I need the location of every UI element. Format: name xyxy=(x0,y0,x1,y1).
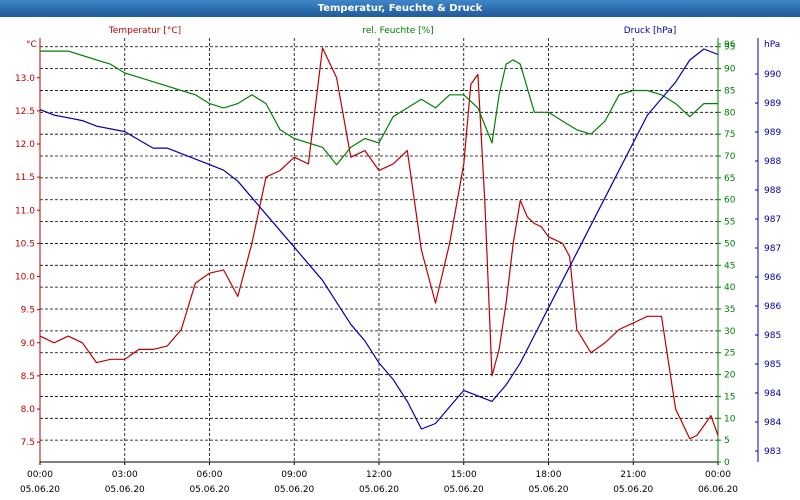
temperature-tick-label: 12.5 xyxy=(15,107,35,117)
humidity-tick-label: 60 xyxy=(724,196,736,206)
temperature-tick-label: 10.0 xyxy=(15,273,35,283)
humidity-tick-label: 70 xyxy=(724,152,736,162)
pressure-tick-label: 985 xyxy=(764,331,781,341)
pressure-unit: hPa xyxy=(764,40,780,50)
humidity-tick-label: 96 xyxy=(724,40,736,50)
humidity-axis-title: rel. Feuchte [%] xyxy=(362,26,433,36)
pressure-tick-label: 988 xyxy=(764,186,781,196)
x-tick-label: 00:00 xyxy=(27,470,53,480)
temperature-tick-label: 13.0 xyxy=(15,74,35,84)
pressure-series-line xyxy=(39,48,719,430)
pressure-tick-label: 989 xyxy=(764,99,781,109)
x-tick-label: 03:00 xyxy=(112,470,138,480)
temperature-tick-label: 11.0 xyxy=(15,206,35,216)
x-tick-label: 15:00 xyxy=(451,470,477,480)
x-tick-label: 21:00 xyxy=(620,470,646,480)
humidity-tick-label: 45 xyxy=(724,261,735,271)
x-date-label: 05.06.20 xyxy=(528,485,568,495)
temperature-tick-label: 9.5 xyxy=(21,306,35,316)
pressure-tick-label: 990 xyxy=(764,70,781,80)
pressure-tick-label: 988 xyxy=(764,157,781,167)
humidity-tick-label: 25 xyxy=(724,349,735,359)
humidity-tick-label: 55 xyxy=(724,218,735,228)
humidity-tick-label: 30 xyxy=(724,327,736,337)
temperature-axis-title: Temperatur [°C] xyxy=(108,26,181,36)
pressure-tick-label: 987 xyxy=(764,244,781,254)
x-date-label: 06.06.20 xyxy=(698,485,738,495)
temperature-tick-label: 8.5 xyxy=(21,372,35,382)
chart-title: Temperatur, Feuchte & Druck xyxy=(0,0,800,17)
pressure-tick-label: 985 xyxy=(764,360,781,370)
humidity-tick-label: 65 xyxy=(724,174,735,184)
humidity-tick-label: 50 xyxy=(724,239,736,249)
humidity-tick-label: 15 xyxy=(724,392,735,402)
humidity-tick-label: 95 xyxy=(724,43,735,53)
humidity-tick-label: 75 xyxy=(724,130,735,140)
pressure-tick-label: 984 xyxy=(764,389,781,399)
pressure-tick-label: 986 xyxy=(764,273,781,283)
x-tick-label: 06:00 xyxy=(197,470,223,480)
x-tick-label: 18:00 xyxy=(536,470,562,480)
pressure-tick-label: 989 xyxy=(764,128,781,138)
pressure-tick-label: 986 xyxy=(764,302,781,312)
pressure-tick-label: 983 xyxy=(764,447,781,457)
temperature-tick-label: 7.5 xyxy=(21,438,35,448)
x-tick-label: 09:00 xyxy=(281,470,307,480)
humidity-tick-label: 85 xyxy=(724,86,735,96)
x-tick-label: 00:00 xyxy=(705,470,731,480)
humidity-series-line xyxy=(40,50,718,166)
x-date-label: 05.06.20 xyxy=(613,485,653,495)
pressure-axis-title: Druck [hPa] xyxy=(624,26,677,36)
pressure-tick-label: 987 xyxy=(764,215,781,225)
humidity-tick-label: 0 xyxy=(724,458,730,468)
x-date-label: 05.06.20 xyxy=(274,485,314,495)
humidity-tick-label: 10 xyxy=(724,414,736,424)
humidity-tick-label: 90 xyxy=(724,65,736,75)
chart: 00:00 05.06.20 03:00 05.06.20 06:00 05.06.20 0… xyxy=(15,26,781,495)
temperature-unit: °C xyxy=(26,40,37,50)
humidity-tick-label: 35 xyxy=(724,305,735,315)
x-date-label: 05.06.20 xyxy=(189,485,229,495)
x-date-label: 05.06.20 xyxy=(444,485,484,495)
temperature-series-line xyxy=(39,47,719,440)
temperature-tick-label: 11.5 xyxy=(15,173,35,183)
x-date-label: 05.06.20 xyxy=(359,485,399,495)
humidity-tick-label: 40 xyxy=(724,283,736,293)
humidity-tick-label: 5 xyxy=(724,436,730,446)
pressure-tick-label: 984 xyxy=(764,418,781,428)
humidity-tick-label: 80 xyxy=(724,108,736,118)
temperature-tick-label: 12.0 xyxy=(15,140,35,150)
temperature-tick-label: 9.0 xyxy=(21,339,36,349)
temperature-tick-label: 10.5 xyxy=(15,239,35,249)
humidity-tick-label: 20 xyxy=(724,371,736,381)
x-date-label: 05.06.20 xyxy=(105,485,145,495)
x-date-label: 05.06.20 xyxy=(20,485,60,495)
temperature-tick-label: 8.0 xyxy=(21,405,36,415)
x-tick-label: 12:00 xyxy=(366,470,392,480)
